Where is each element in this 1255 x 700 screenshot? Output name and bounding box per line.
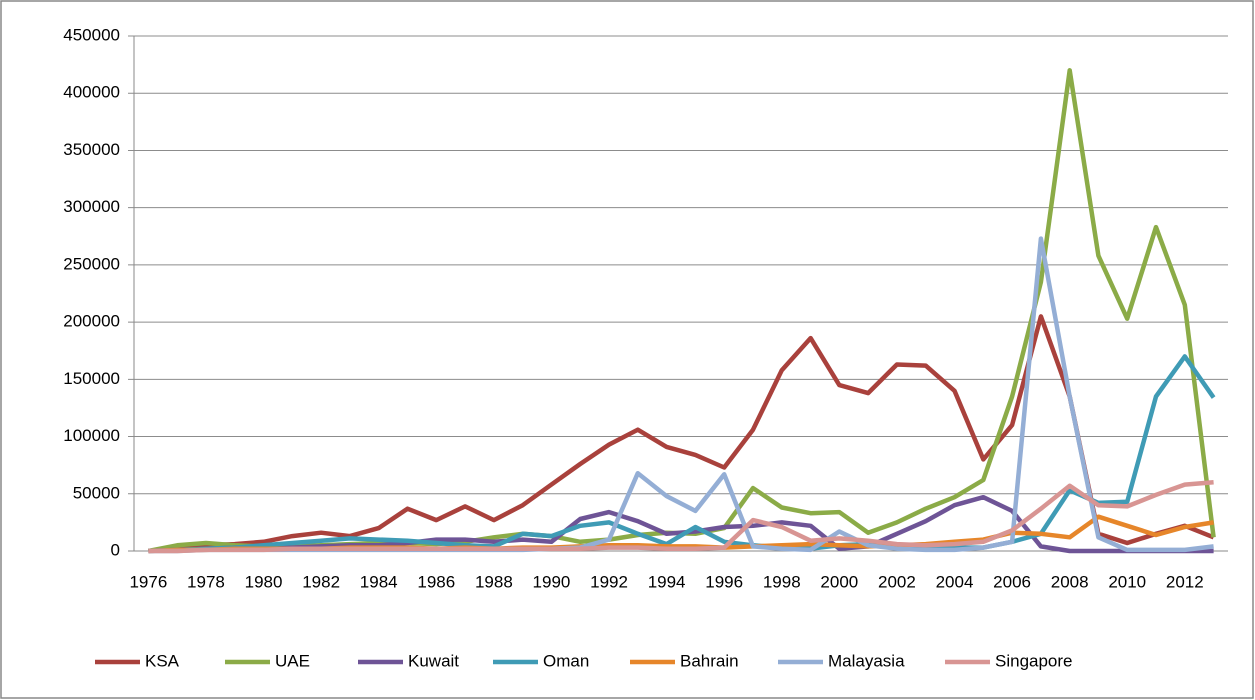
x-tick-label: 2008	[1051, 572, 1089, 591]
series-line	[148, 314, 1215, 554]
x-tick-label: 1996	[705, 572, 743, 591]
y-tick-label: 400000	[63, 83, 120, 102]
y-tick-label: 450000	[63, 25, 120, 44]
legend-label: Oman	[543, 651, 589, 670]
x-tick-label: 2004	[936, 572, 974, 591]
x-tick-label: 1994	[648, 572, 686, 591]
legend-label: UAE	[275, 651, 310, 670]
x-tick-label: 2012	[1166, 572, 1204, 591]
x-tick-label: 1986	[417, 572, 455, 591]
x-tick-label: 2002	[878, 572, 916, 591]
x-tick-label: 2000	[820, 572, 858, 591]
x-tick-label: 1990	[533, 572, 571, 591]
x-tick-label: 1982	[302, 572, 340, 591]
x-tick-label: 1988	[475, 572, 513, 591]
y-tick-label: 150000	[63, 369, 120, 388]
x-tick-label: 2010	[1108, 572, 1146, 591]
y-tick-label: 250000	[63, 254, 120, 273]
y-tick-label: 200000	[63, 312, 120, 331]
x-tick-label: 1976	[129, 572, 167, 591]
series-line	[148, 494, 1214, 554]
x-tick-label: 1984	[360, 572, 398, 591]
x-tick-label: 1998	[763, 572, 801, 591]
legend-label: Malayasia	[828, 651, 905, 670]
legend-label: Bahrain	[680, 651, 739, 670]
y-tick-label: 350000	[63, 140, 120, 159]
x-tick-label: 1992	[590, 572, 628, 591]
x-tick-label: 1980	[245, 572, 283, 591]
y-tick-label: 100000	[63, 426, 120, 445]
legend-label: KSA	[145, 651, 180, 670]
y-tick-label: 300000	[63, 197, 120, 216]
series-line	[148, 480, 1214, 554]
x-tick-label: 2006	[993, 572, 1031, 591]
x-tick-label: 1978	[187, 572, 225, 591]
legend-label: Kuwait	[408, 651, 459, 670]
legend-label: Singapore	[995, 651, 1073, 670]
y-tick-label: 50000	[73, 483, 120, 502]
y-tick-label: 0	[111, 540, 120, 559]
